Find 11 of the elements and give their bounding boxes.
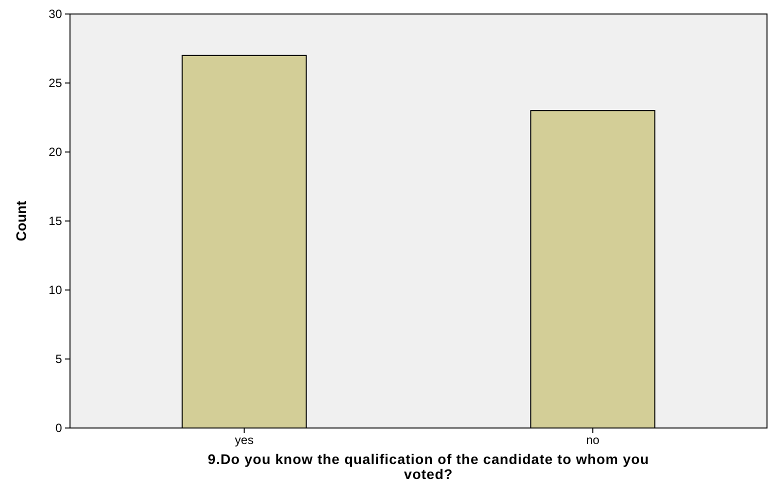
- y-tick-label: 15: [48, 214, 62, 228]
- y-tick-label: 30: [48, 7, 62, 22]
- y-tick-label: 0: [55, 421, 62, 436]
- y-axis-title: Count: [13, 200, 29, 242]
- x-tick-label: no: [586, 433, 600, 447]
- y-tick-label: 5: [55, 352, 62, 366]
- y-tick-label: 20: [48, 145, 62, 160]
- x-axis-title: 9.Do you know the qualification of the candidate to whom you voted?: [208, 451, 650, 482]
- y-tick-label: 10: [48, 283, 62, 298]
- y-tick-label: 25: [48, 76, 62, 90]
- x-tick-label: yes: [234, 433, 254, 447]
